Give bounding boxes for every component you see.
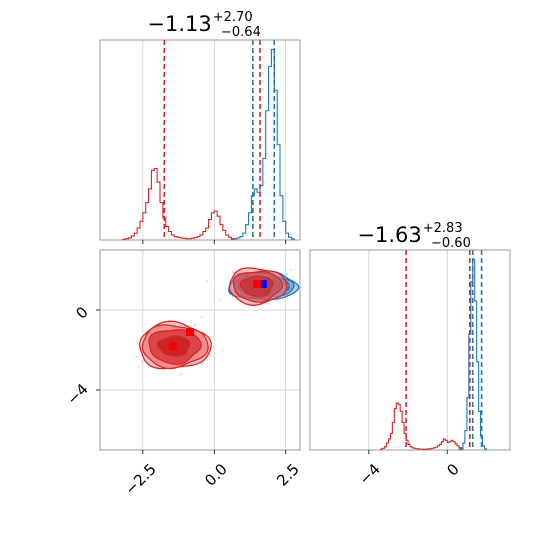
panel-bottom-left-scatter: −2.5 0.0 2.5 0 −4 xyxy=(63,249,303,499)
sample-point xyxy=(200,315,203,318)
y-tick-labels: 0 −4 xyxy=(63,303,91,408)
axis-ticks xyxy=(96,309,287,454)
marker-blue xyxy=(258,280,267,288)
title-minus: −0.60 xyxy=(431,236,471,251)
sample-point xyxy=(136,338,139,341)
panel-top-left-histogram: −1.13+2.70 −0.64 xyxy=(99,10,301,244)
quantile-lines xyxy=(405,250,483,450)
panel-bottom-right-histogram: −1.63+2.83 −0.60 −4 0 xyxy=(309,221,511,488)
sample-point xyxy=(232,271,235,274)
sample-point xyxy=(209,355,212,358)
marker-red xyxy=(186,328,194,336)
x-tick-label: 0.0 xyxy=(201,460,231,490)
x-tick-labels: −2.5 0.0 2.5 xyxy=(121,460,302,498)
sample-point xyxy=(200,363,203,366)
title-value: −1.13 xyxy=(147,12,211,36)
sample-point xyxy=(222,349,225,352)
grid-lines xyxy=(368,250,448,450)
panel-title-bottom-right: −1.63+2.83 xyxy=(357,221,462,247)
x-tick-label: 0 xyxy=(443,460,462,479)
axis-ticks xyxy=(368,450,448,454)
title-value: −1.63 xyxy=(357,223,421,247)
x-tick-labels: −4 0 xyxy=(355,460,462,488)
axes-frame xyxy=(99,249,301,451)
histogram-red xyxy=(122,168,235,240)
sample-point xyxy=(136,341,139,344)
title-minus: −0.64 xyxy=(221,25,261,40)
x-tick-label: −4 xyxy=(355,460,383,488)
title-plus: +2.83 xyxy=(423,221,463,236)
sample-point xyxy=(290,269,293,272)
axes-frame xyxy=(99,39,301,241)
density-contours xyxy=(139,267,300,370)
x-tick-label: 2.5 xyxy=(273,460,303,490)
marker-red xyxy=(168,342,177,350)
histogram-red xyxy=(380,402,464,450)
panel-title-top-left: −1.13+2.70 xyxy=(147,10,252,36)
quantile-lines xyxy=(163,40,276,240)
sample-point xyxy=(219,299,222,302)
axis-ticks xyxy=(142,240,287,244)
y-tick-label: 0 xyxy=(72,303,91,322)
y-tick-label: −4 xyxy=(63,380,91,408)
histogram-blue xyxy=(230,48,295,240)
sample-point xyxy=(266,302,269,305)
x-tick-label: −2.5 xyxy=(121,460,159,498)
marker-red xyxy=(253,280,262,288)
grid-lines xyxy=(142,40,287,240)
histograms xyxy=(122,48,295,240)
sample-point xyxy=(285,272,288,275)
sample-point xyxy=(136,355,139,358)
sample-point xyxy=(141,360,144,363)
sample-point xyxy=(206,280,209,283)
sample-point xyxy=(179,373,182,376)
title-plus: +2.70 xyxy=(213,10,253,25)
sample-point xyxy=(137,365,140,368)
sample-point xyxy=(193,323,196,326)
axes-frame xyxy=(309,249,511,451)
markers xyxy=(168,280,267,350)
sample-point xyxy=(275,299,278,302)
